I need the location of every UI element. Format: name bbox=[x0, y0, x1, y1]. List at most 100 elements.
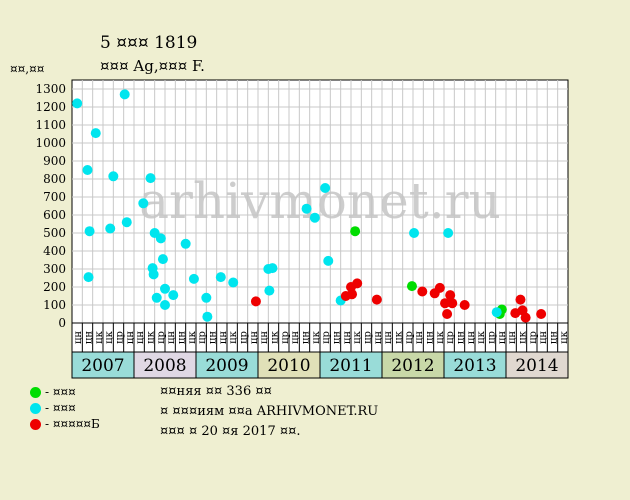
slot-label: цн bbox=[166, 331, 177, 344]
y-tick-label: 1100 bbox=[35, 118, 66, 132]
y-tick-label: 900 bbox=[43, 154, 66, 168]
data-point bbox=[309, 212, 320, 223]
info-line-price: ¤¤няя ¤¤ 336 ¤¤ bbox=[160, 384, 272, 399]
info-line-date: ¤¤¤ ¤ 20 ¤я 2017 ¤¤. bbox=[160, 424, 301, 439]
y-tick-label: 100 bbox=[43, 298, 66, 312]
data-point bbox=[267, 263, 278, 274]
year-label: 2009 bbox=[205, 356, 248, 376]
data-point bbox=[160, 283, 170, 294]
slot-label: цн bbox=[125, 331, 136, 344]
data-point bbox=[145, 173, 156, 184]
data-point bbox=[442, 309, 453, 319]
data-point bbox=[180, 238, 191, 249]
slot-label: цр bbox=[239, 331, 250, 344]
data-point bbox=[320, 183, 331, 193]
data-point bbox=[82, 165, 93, 175]
data-point bbox=[215, 272, 226, 283]
slot-label: цр bbox=[404, 331, 415, 344]
y-tick-label: 200 bbox=[43, 280, 66, 294]
data-point bbox=[445, 290, 456, 301]
slot-label: цн bbox=[135, 331, 146, 344]
data-point bbox=[160, 300, 170, 310]
chart-subtitle: ¤¤¤ Ag,¤¤¤ F. bbox=[100, 57, 205, 75]
slot-label: цк bbox=[435, 330, 446, 343]
data-point bbox=[84, 226, 95, 237]
data-point bbox=[417, 286, 428, 297]
year-band bbox=[319, 351, 383, 379]
data-point bbox=[301, 203, 312, 214]
chart-title: 5 ¤¤¤ 1819 bbox=[100, 33, 198, 53]
slot-label: цн bbox=[538, 331, 549, 344]
slot-label: цн bbox=[177, 331, 188, 344]
slot-label: цр bbox=[321, 331, 332, 344]
data-point bbox=[347, 289, 358, 300]
data-point bbox=[434, 282, 445, 293]
slot-label: цн bbox=[208, 331, 219, 344]
year-label: 2008 bbox=[143, 356, 186, 376]
data-point bbox=[371, 294, 382, 305]
year-band bbox=[71, 351, 135, 379]
data-point bbox=[491, 307, 502, 318]
y-tick-label: 800 bbox=[43, 172, 66, 186]
slot-label: цк bbox=[518, 330, 529, 343]
slot-label: цк bbox=[559, 330, 570, 343]
year-band bbox=[195, 351, 259, 379]
data-point bbox=[352, 278, 363, 289]
slot-label: цн bbox=[249, 331, 260, 344]
slot-label: цн bbox=[73, 331, 84, 344]
slot-label: цр bbox=[445, 331, 456, 344]
data-point bbox=[443, 228, 454, 238]
slot-label: цн bbox=[301, 331, 312, 344]
data-point bbox=[459, 300, 470, 310]
year-label: 2013 bbox=[453, 356, 496, 376]
data-point bbox=[228, 277, 239, 288]
info-line-source: ¤ ¤¤¤иям ¤¤а ARHIVMONET.RU bbox=[160, 404, 379, 419]
slot-label: цн bbox=[549, 331, 560, 344]
data-point bbox=[520, 312, 531, 323]
data-point bbox=[440, 298, 451, 309]
data-point bbox=[121, 217, 132, 228]
y-tick-label: 500 bbox=[43, 226, 66, 240]
year-band bbox=[381, 351, 445, 379]
watermark: arhivmonet.ru bbox=[139, 172, 501, 230]
data-point bbox=[151, 292, 162, 303]
data-point bbox=[105, 223, 116, 234]
legend-item: - ¤¤¤ bbox=[30, 385, 76, 399]
data-point bbox=[148, 269, 159, 280]
y-tick-label: 1300 bbox=[35, 82, 66, 96]
slot-label: цр bbox=[487, 331, 498, 344]
year-label: 2011 bbox=[329, 356, 372, 376]
legend-label: - ¤¤¤ bbox=[45, 401, 76, 415]
slot-label: цн bbox=[466, 331, 477, 344]
legend-label: - ¤¤¤¤¤Б bbox=[45, 417, 100, 431]
data-point bbox=[323, 255, 334, 266]
data-point bbox=[168, 290, 179, 301]
slot-label: цн bbox=[383, 331, 394, 344]
data-point bbox=[409, 228, 420, 238]
slot-label: цн bbox=[497, 331, 508, 344]
y-tick-label: 1000 bbox=[35, 136, 66, 150]
year-label: 2010 bbox=[267, 356, 310, 376]
year-band bbox=[443, 351, 507, 379]
data-point bbox=[202, 311, 213, 322]
slot-label: цр bbox=[156, 331, 167, 344]
slot-label: цр bbox=[363, 331, 374, 344]
slot-label: цк bbox=[94, 330, 105, 343]
legend-dot-cyan bbox=[30, 402, 41, 414]
year-band bbox=[505, 351, 569, 379]
y-tick-label: 0 bbox=[58, 316, 66, 330]
slot-label: цр bbox=[280, 331, 291, 344]
data-point bbox=[250, 296, 261, 307]
slot-label: цк bbox=[228, 330, 239, 343]
data-point bbox=[188, 273, 199, 284]
y-tick-label: 1200 bbox=[35, 100, 66, 114]
data-point bbox=[515, 294, 526, 305]
slot-label: цн bbox=[507, 331, 518, 344]
y-tick-label: 300 bbox=[43, 262, 66, 276]
slot-label: цк bbox=[394, 330, 405, 343]
year-label: 2007 bbox=[81, 356, 124, 376]
data-point bbox=[157, 254, 168, 265]
slot-label: цн bbox=[332, 331, 343, 344]
y-tick-label: 600 bbox=[43, 208, 66, 222]
data-point bbox=[119, 89, 130, 100]
